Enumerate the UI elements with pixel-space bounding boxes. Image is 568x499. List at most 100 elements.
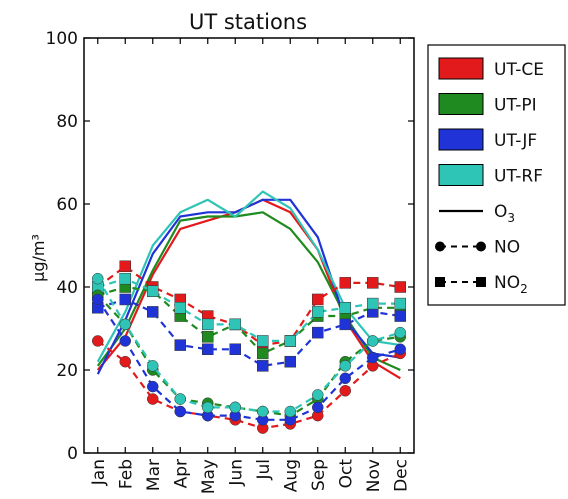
series-ut-jf-no bbox=[92, 293, 406, 426]
data-point-ut-jf-no2 bbox=[119, 293, 131, 306]
data-point-ut-rf-no bbox=[367, 335, 379, 347]
legend-label-subscript: 3 bbox=[507, 211, 515, 225]
series-ut-pi-no bbox=[92, 289, 406, 422]
data-point-ut-ce-no bbox=[119, 355, 131, 368]
axis-layer: 0 20 40 60 80 100 Jan Feb Mar Apr May Jun Jul Aug Sep O… bbox=[46, 29, 415, 494]
data-point-ut-rf-no2 bbox=[119, 272, 131, 285]
data-point-ut-rf-no bbox=[284, 405, 296, 418]
x-tick-label: Apr bbox=[171, 459, 191, 488]
data-point-ut-rf-no2 bbox=[339, 302, 351, 314]
data-point-ut-rf-no2 bbox=[394, 297, 406, 310]
data-point-ut-rf-no2 bbox=[147, 285, 159, 297]
x-tick-label: Mar bbox=[144, 459, 164, 491]
y-axis-title: μg/m³ bbox=[29, 234, 48, 282]
legend-label: NO bbox=[494, 238, 520, 258]
data-point-ut-rf-no2 bbox=[202, 318, 214, 331]
legend-swatch bbox=[438, 128, 484, 151]
data-point-ut-jf-no bbox=[92, 293, 104, 306]
data-point-ut-rf-no2 bbox=[367, 297, 379, 310]
data-point-ut-jf-no bbox=[394, 343, 406, 355]
data-point-ut-ce-no2 bbox=[367, 277, 379, 289]
series-line-ut-jf-no bbox=[96, 298, 401, 421]
x-tick-label: May bbox=[199, 459, 219, 494]
data-point-ut-rf-no2 bbox=[257, 335, 269, 347]
data-point-ut-rf-no bbox=[92, 272, 104, 285]
data-point-ut-rf-no2 bbox=[174, 302, 186, 314]
legend-label-main: NO bbox=[494, 273, 520, 293]
y-tick-label: 0 bbox=[67, 444, 78, 464]
series-layer bbox=[92, 190, 406, 434]
legend-label-main: NO bbox=[494, 238, 520, 258]
data-point-ut-rf-no bbox=[394, 326, 406, 339]
data-point-ut-rf-no bbox=[312, 389, 324, 401]
data-point-ut-jf-no bbox=[174, 405, 186, 418]
legend-swatch bbox=[438, 93, 484, 115]
data-point-ut-jf-no2 bbox=[394, 310, 406, 322]
x-tick-label: Sep bbox=[309, 459, 329, 491]
legend-label-main: O bbox=[494, 202, 507, 222]
data-point-ut-pi-no2 bbox=[202, 331, 214, 343]
x-tick-label: Oct bbox=[336, 459, 356, 489]
data-point-ut-rf-no2 bbox=[312, 306, 324, 318]
x-tick-label: Feb bbox=[116, 459, 136, 489]
data-point-ut-jf-no2 bbox=[339, 318, 351, 331]
data-point-ut-ce-no2 bbox=[119, 260, 131, 272]
data-point-ut-rf-no bbox=[174, 393, 186, 405]
y-tick-label: 60 bbox=[56, 195, 78, 215]
data-point-ut-ce-no bbox=[92, 335, 104, 347]
x-tick-label: Jan bbox=[89, 459, 109, 486]
series-line-ut-ce-no bbox=[97, 340, 401, 430]
data-point-ut-jf-no2 bbox=[312, 326, 324, 339]
data-point-ut-jf-no bbox=[339, 372, 351, 385]
series-line-ut-rf-no bbox=[96, 278, 401, 413]
legend-marker-square bbox=[435, 277, 445, 287]
data-point-ut-jf-no bbox=[367, 351, 379, 364]
data-point-ut-jf-no2 bbox=[284, 355, 296, 368]
y-tick-label: 20 bbox=[56, 361, 78, 381]
data-point-ut-rf-no bbox=[147, 360, 159, 372]
legend-label: NO2 bbox=[494, 273, 528, 296]
data-point-ut-ce-no bbox=[147, 393, 159, 405]
data-point-ut-jf-no bbox=[119, 335, 131, 347]
data-point-ut-jf-no2 bbox=[257, 360, 269, 372]
y-tick-label: 40 bbox=[56, 278, 78, 298]
data-point-ut-rf-no2 bbox=[284, 335, 296, 347]
legend-swatch bbox=[438, 57, 484, 80]
x-tick-label: Jul bbox=[254, 459, 274, 481]
legend-label: O3 bbox=[494, 202, 515, 225]
x-tick-label: Jun bbox=[226, 459, 246, 487]
legend-item-style-dashed-square: NO2 bbox=[435, 273, 528, 296]
legend-item-style-solid: O3 bbox=[439, 202, 515, 225]
data-point-ut-rf-no bbox=[229, 401, 241, 414]
series-ut-rf-no bbox=[92, 272, 406, 418]
data-point-ut-rf-no bbox=[257, 405, 269, 418]
data-point-ut-ce-no2 bbox=[312, 293, 324, 306]
data-point-ut-ce-no2 bbox=[394, 281, 406, 293]
data-point-ut-rf-no bbox=[119, 318, 131, 331]
legend-label: UT-PI bbox=[494, 96, 537, 116]
x-tick-label: Nov bbox=[364, 459, 384, 492]
chart-title: UT stations bbox=[189, 10, 307, 34]
series-ut-pi-o3 bbox=[96, 211, 401, 372]
legend-marker-circle bbox=[476, 241, 486, 252]
legend-label-subscript: 2 bbox=[520, 282, 528, 296]
y-tick-label: 100 bbox=[46, 29, 78, 49]
series-ut-jf-no2 bbox=[92, 293, 406, 372]
data-point-ut-rf-no bbox=[339, 360, 351, 372]
data-point-ut-jf-no2 bbox=[202, 343, 214, 355]
data-point-ut-jf-no2 bbox=[174, 339, 186, 351]
data-point-ut-jf-no bbox=[147, 380, 159, 393]
legend-swatch bbox=[438, 164, 484, 186]
x-tick-label: Aug bbox=[281, 459, 301, 492]
data-point-ut-ce-no bbox=[339, 385, 351, 397]
legend-item-ut-rf: UT-RF bbox=[438, 164, 543, 187]
y-tick-label: 80 bbox=[56, 112, 78, 132]
legend-item-ut-pi: UT-PI bbox=[438, 93, 537, 116]
data-point-ut-rf-no2 bbox=[229, 318, 241, 331]
legend-marker-circle bbox=[435, 241, 445, 252]
legend-marker-square bbox=[476, 277, 486, 287]
series-line-ut-pi-o3 bbox=[96, 211, 401, 372]
series-ut-rf-no2 bbox=[92, 272, 406, 347]
legend-item-style-dashed-circle: NO bbox=[435, 238, 520, 258]
